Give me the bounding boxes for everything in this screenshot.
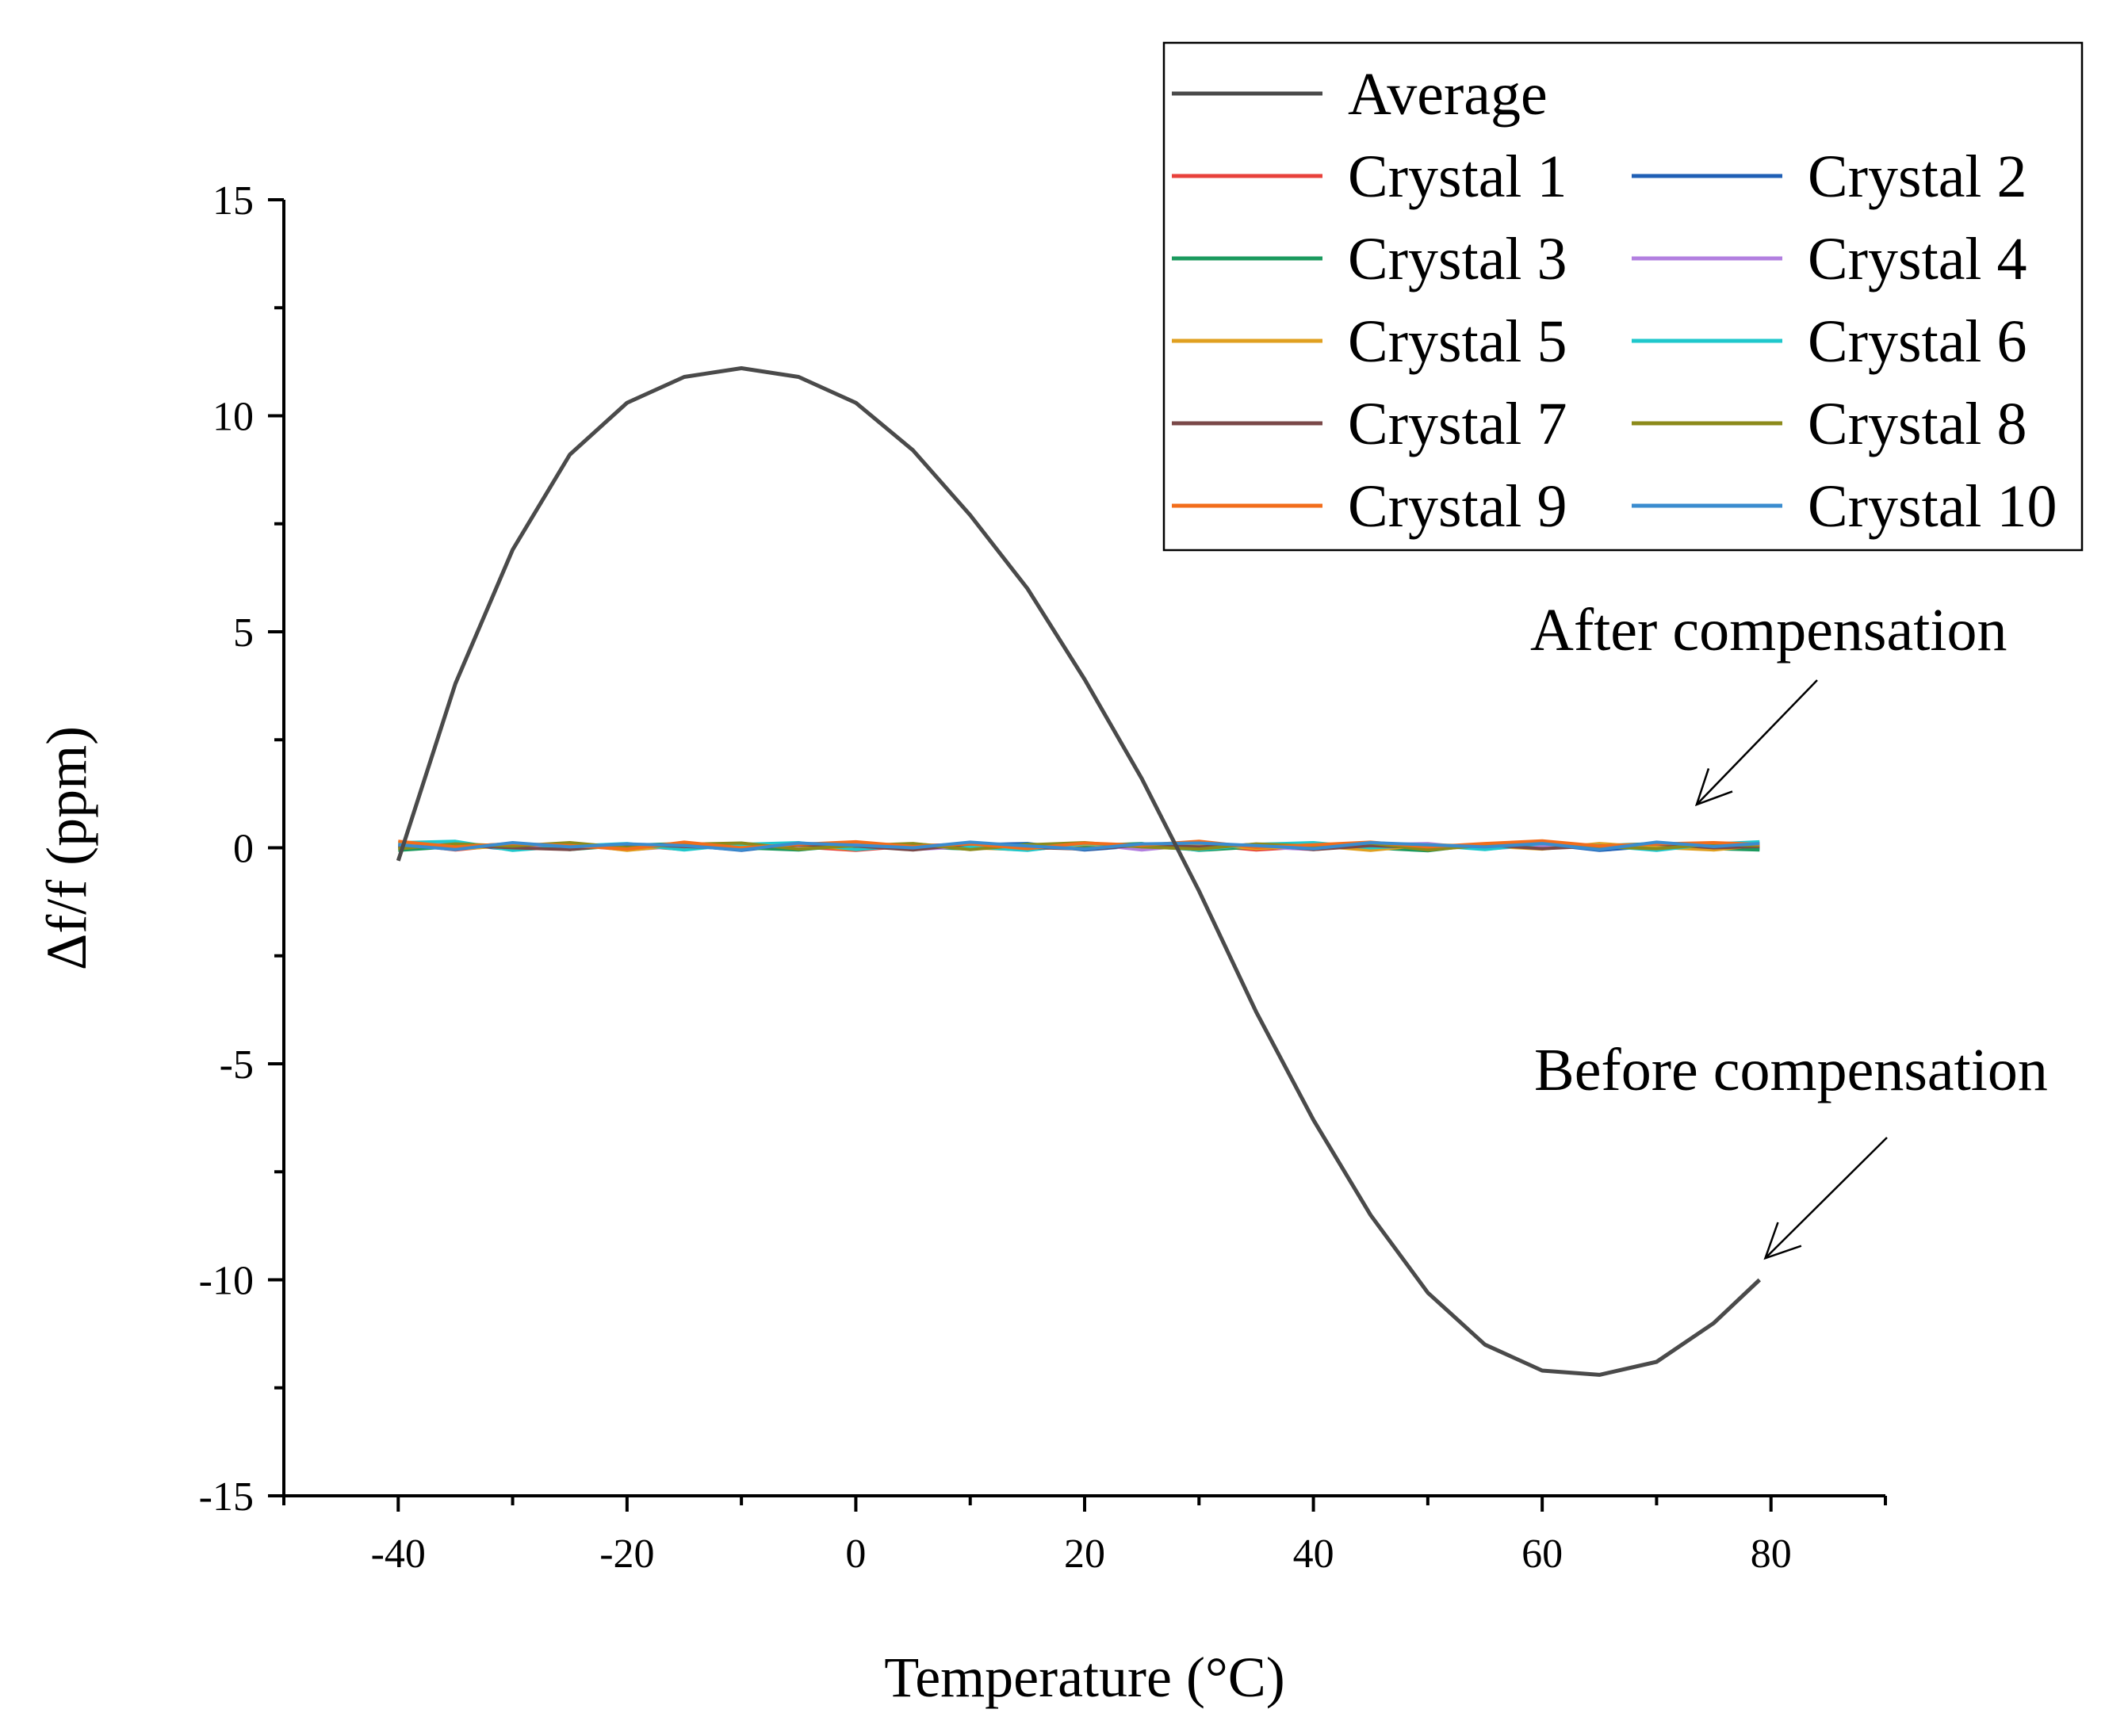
legend-box [1162, 41, 2084, 552]
y-tick-label: 5 [233, 610, 254, 656]
annotation-arrowhead [1763, 1222, 1802, 1260]
x-tick-label: 80 [1751, 1531, 1792, 1577]
legend-label-crystal-9: Crystal 9 [1348, 473, 1567, 540]
y-tick-label: 15 [212, 178, 254, 224]
annotation-label: After compensation [1530, 597, 2007, 663]
annotation-arrowhead [1694, 768, 1733, 807]
legend-label-crystal-8: Crystal 8 [1808, 391, 2027, 457]
annotation-label: Before compensation [1534, 1037, 2048, 1103]
plot-lines [396, 366, 1762, 1377]
legend-label-crystal-2: Crystal 2 [1808, 143, 2027, 210]
annotations: After compensation Before compensation [1530, 597, 2048, 1260]
legend-label-crystal-3: Crystal 3 [1348, 226, 1567, 293]
y-tick-label: 10 [212, 395, 254, 440]
ticks: -40 -20 0 20 40 60 80 -15 -10 -5 0 5 10 15 [199, 178, 1887, 1577]
y-tick-label: -15 [199, 1474, 254, 1520]
legend-label-crystal-4: Crystal 4 [1808, 226, 2027, 293]
legend-label-crystal-6: Crystal 6 [1808, 308, 2027, 375]
x-tick-label: 60 [1521, 1531, 1563, 1577]
legend-label-crystal-7: Crystal 7 [1348, 391, 1567, 457]
series-line-crystal-9 [398, 839, 1760, 851]
legend-label-crystal-5: Crystal 5 [1348, 308, 1567, 375]
y-tick-label: 0 [233, 827, 254, 872]
annotation-arrow [1764, 1137, 1888, 1260]
y-tick-label: -10 [199, 1259, 254, 1304]
x-tick-label: -20 [599, 1531, 654, 1577]
y-tick-label: -5 [220, 1042, 254, 1088]
x-tick-label: -40 [371, 1531, 426, 1577]
series-line-average [396, 366, 1762, 1377]
x-axis-title: Temperature (°C) [884, 1646, 1285, 1709]
x-tick-label: 40 [1293, 1531, 1334, 1577]
series-line-crystal-10 [398, 840, 1760, 852]
annotation-arrow [1696, 679, 1818, 805]
legend-label-crystal-10: Crystal 10 [1808, 473, 2057, 540]
x-tick-label: 20 [1064, 1531, 1105, 1577]
legend-label-crystal-1: Crystal 1 [1348, 143, 1567, 210]
legend: Average Crystal 1 Crystal 2 Crystal 3 Crysta… [1162, 41, 2084, 552]
x-tick-label: 0 [845, 1531, 866, 1577]
legend-label-average: Average [1348, 61, 1548, 128]
y-axis-title: Δf/f (ppm) [35, 726, 98, 970]
